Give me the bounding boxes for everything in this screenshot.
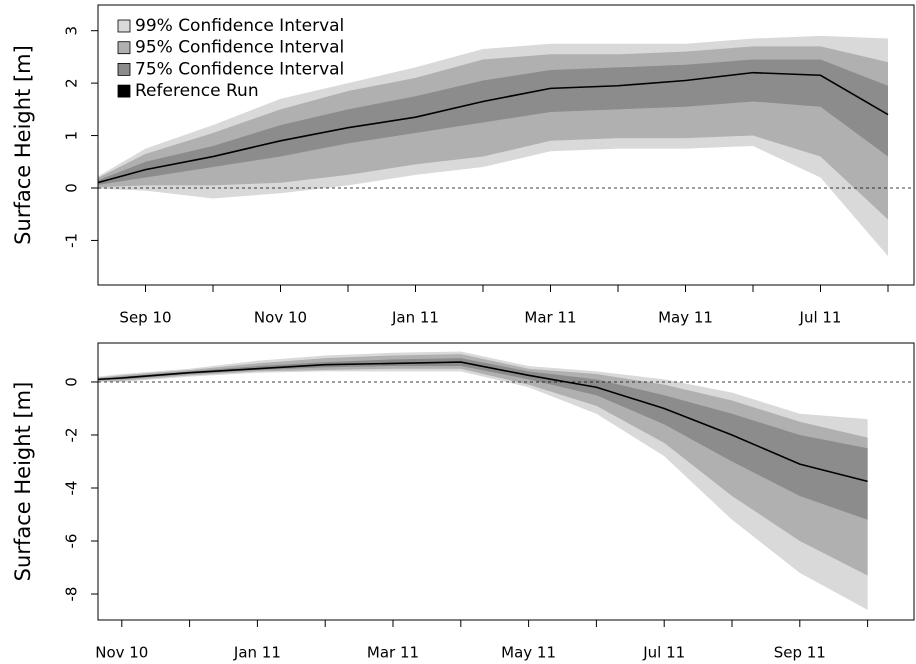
x-tick-label: Sep 10	[119, 309, 171, 327]
plot-frame	[97, 4, 915, 286]
reference-line	[98, 361, 868, 483]
reference-line	[98, 71, 889, 184]
y-tick-label: -8	[63, 587, 81, 602]
legend-label: Reference Run	[135, 81, 259, 101]
x-tick-label: Jan 11	[391, 309, 439, 327]
legend-swatch	[117, 63, 131, 76]
y-axis-label: Surface Height [m]	[11, 382, 35, 582]
x-tick-label: Jan 11	[233, 644, 281, 662]
x-tick-label: May 11	[658, 309, 713, 327]
x-tick-label: Jul 11	[799, 309, 842, 327]
x-tick-label: Jul 11	[642, 644, 685, 662]
y-tick-label: -6	[63, 534, 81, 549]
x-tick-label: Sep 11	[774, 644, 826, 662]
y-axis-label: Surface Height [m]	[11, 45, 35, 245]
y-tick-label: 1	[63, 131, 81, 141]
legend-swatch	[117, 41, 131, 55]
x-tick-label: Mar 11	[524, 309, 576, 327]
y-tick-label: -1	[63, 233, 81, 248]
plot-area	[98, 35, 914, 257]
y-tick-label: -4	[63, 481, 81, 496]
legend-label: 75% Confidence Interval	[135, 59, 344, 79]
x-tick-label: Mar 11	[367, 644, 419, 662]
x-tick-label: May 11	[501, 644, 556, 662]
y-tick-label: -2	[63, 427, 81, 442]
confidence-band	[98, 59, 888, 185]
y-tick-label: 3	[63, 26, 81, 36]
confidence-band	[98, 358, 868, 520]
y-tick-label: 0	[63, 377, 81, 387]
plot-area	[98, 351, 914, 610]
legend-label: 95% Confidence Interval	[135, 38, 344, 58]
legend-swatch	[117, 84, 131, 98]
legend-swatch	[117, 19, 131, 33]
x-tick-label: Nov 10	[254, 309, 307, 327]
plot-frame	[97, 342, 915, 621]
y-tick-label: 2	[63, 78, 81, 88]
x-tick-label: Nov 10	[95, 644, 148, 662]
y-tick-label: 0	[63, 183, 81, 193]
legend-label: 99% Confidence Interval	[135, 16, 344, 36]
